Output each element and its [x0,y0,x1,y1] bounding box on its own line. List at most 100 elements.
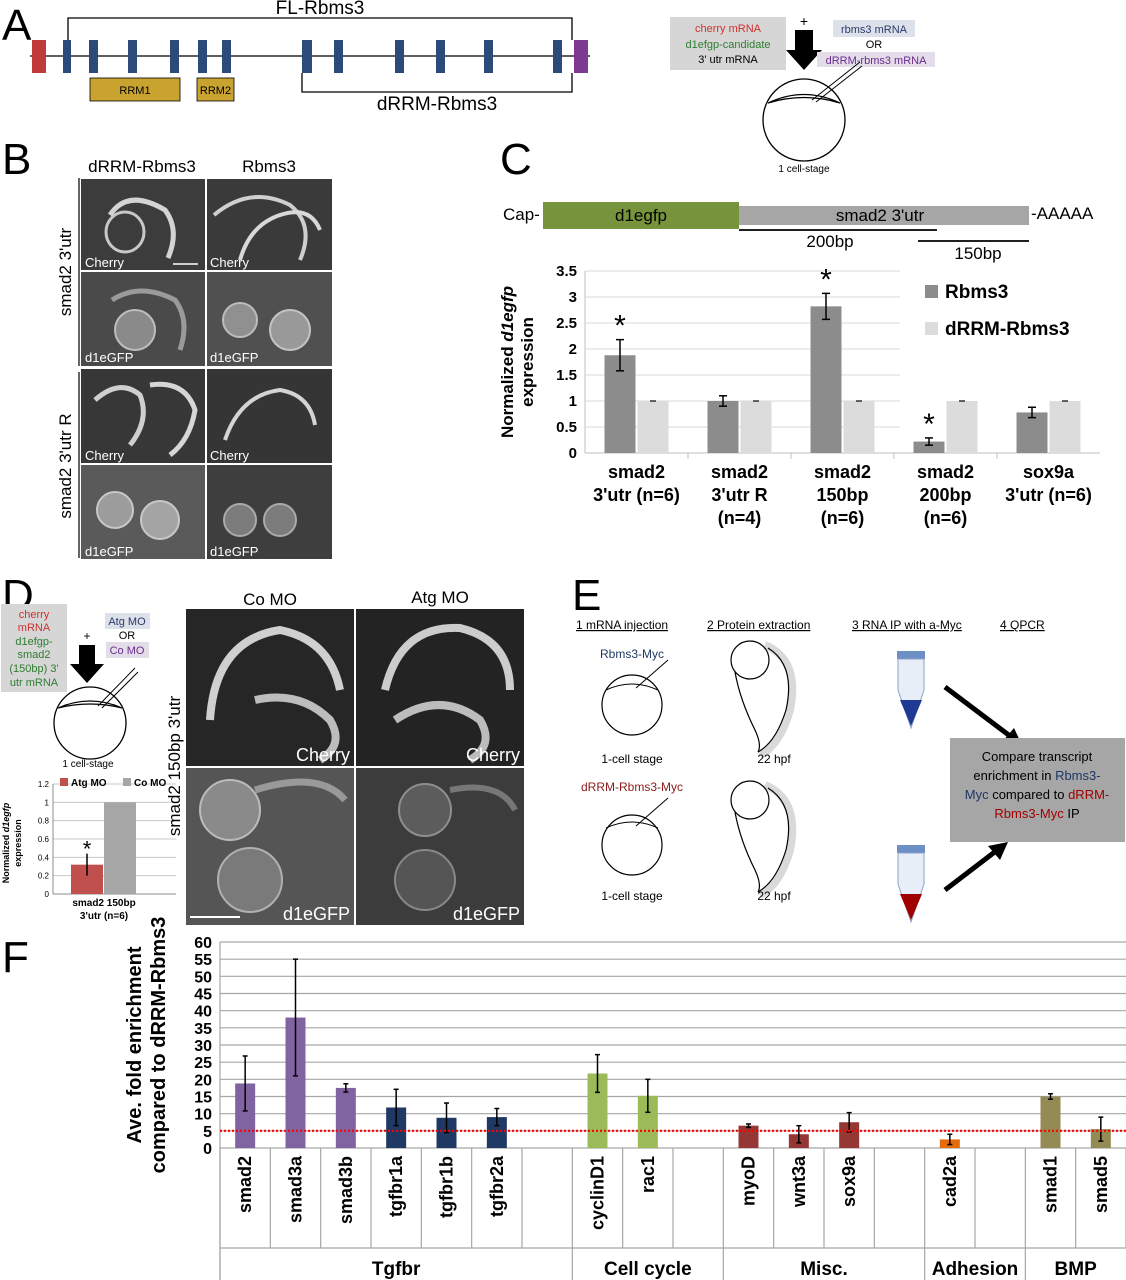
b-micrograph: d1eGFP [81,465,205,559]
embryo-shape [269,309,311,351]
embryo-outline [757,647,790,753]
embryo-tail [93,385,146,447]
group-label: BMP [1055,1259,1098,1280]
one-cell-stage-label: 1 cell-stage [778,164,830,175]
legend-label: Atg MO [71,778,107,789]
smad2-utr-block [739,206,1029,225]
e-tube-bottom [897,845,925,924]
e-step3: 3 RNA IP with a-Myc [852,618,962,632]
embryo-body [757,641,797,759]
category-label: wnt3a [789,1155,809,1208]
y-tick-label: 45 [194,987,212,1004]
e-step4: 4 QPCR [1000,618,1045,632]
d-reporter-box [1,604,67,692]
e-tube-top [897,651,925,730]
embryo-shape [96,491,134,529]
exon [198,40,207,73]
bar [1040,1096,1061,1148]
panel-b: B dRRM-Rbms3 Rbms3 smad2 3'utr smad2 3'u… [2,135,333,560]
y-tick-label: 60 [194,935,212,952]
bar [740,401,772,453]
category-label: smad1 [1041,1156,1061,1213]
compare-line3-a: Myc [965,787,989,802]
e-22hpf-embryo-bottom [730,780,797,899]
compare-box [950,738,1125,842]
poly-a-label: -AAAAA [1031,204,1094,223]
bar [486,1117,507,1148]
legend-label: Co MO [134,778,166,789]
cherry-mrna-label: cherry mRNA [695,23,762,35]
e-needle [635,797,669,827]
y-tick-label: 3 [569,289,577,306]
d-ylabel-line1: Normalized d1egfp [1,802,11,883]
compare-line3: Myc compared to dRRM- [965,787,1110,802]
exon [484,40,493,73]
d-150bp-label: (150bp) 3' [9,663,58,675]
blastodisc [767,94,841,104]
panel-f: F Ave. fold enrichment compared to dRRM-… [2,917,1126,1280]
b-d1egfp-label: d1eGFP [210,544,258,559]
d1egfp-candidate-label: d1efgp-candidate [685,39,770,51]
b-cherry-label: Cherry [85,448,125,463]
chart-c: 0 0.5 1 1.5 2 2.5 3 3.5 * smad2 3'utr (n=6) smad2 3'… [556,263,1100,528]
y-tick-label: 0.5 [556,419,577,436]
b-micrograph: Cherry [81,179,205,270]
e-needle [635,659,669,689]
legend-swatch [925,285,938,298]
bar [1016,412,1048,453]
d-micrograph: d1eGFP [186,768,354,925]
panel-e: E 1 mRNA injection 2 Protein extraction … [572,571,1125,924]
exon [63,40,71,73]
compare-line3-c: dRRM- [1068,787,1109,802]
embryo-body [757,781,797,899]
bar [335,1087,356,1148]
y-tick-label: 15 [194,1090,212,1107]
reporter-mrna-box [670,17,786,70]
c-ylabel-line2: expression [518,317,537,407]
b-cherry-label: Cherry [210,448,250,463]
embryo-tail [212,195,308,261]
category-label: (n=6) [821,508,865,528]
d-column-atg-mo: Atg MO [411,588,469,607]
y-tick-label: 0 [569,445,577,462]
e-hpf-top: 22 hpf [757,752,791,766]
panel-e-letter: E [572,571,601,620]
e-embryo-top [601,674,663,736]
y-tick-label: 10 [194,1107,212,1124]
plus-sign: + [800,13,808,29]
embryo-yolk [730,640,770,680]
d-one-cell-embryo [53,686,127,760]
category-label: tgfbr2a [487,1155,507,1217]
exon [302,40,312,73]
b-column-rbms3: Rbms3 [242,157,296,176]
embryo-shape [394,849,456,911]
y-tick-label: 50 [194,969,212,986]
category-label: 200bp [919,485,971,505]
d-row-smad2-150bp: smad2 150bp 3'utr [165,696,184,837]
y-tick-label: 3.5 [556,263,577,280]
d-ylabel-gene: d1egfp [1,802,11,832]
d-plus-sign: + [83,629,90,643]
smad2-utr-block-label: smad2 3'utr [836,206,925,225]
bar [843,401,875,453]
panel-f-letter: F [2,933,29,982]
compare-line4-b: IP [1064,806,1080,821]
legend-label: Rbms3 [945,282,1008,303]
panel-a: A FL-Rbms3 dRRM-Rbms3 RRM1 RRM2 [2,0,935,175]
bar [587,1073,608,1148]
d-d1egfp-label: d1eGFP [453,904,520,924]
y-tick-label: 30 [194,1038,212,1055]
group-label: Adhesion [932,1259,1019,1280]
d1egfp-block-label: d1egfp [615,206,667,225]
category-label: smad3a [286,1155,306,1223]
embryo-yolk [730,780,770,820]
y-tick-label: 0.4 [38,853,50,862]
cap-label: Cap- [503,205,540,224]
category-label: (n=4) [718,508,762,528]
y-tick-label: 20 [194,1072,212,1089]
category-label: (n=6) [924,508,968,528]
y-tick-label: 0.2 [38,872,50,881]
d-injection-needle [97,667,136,707]
